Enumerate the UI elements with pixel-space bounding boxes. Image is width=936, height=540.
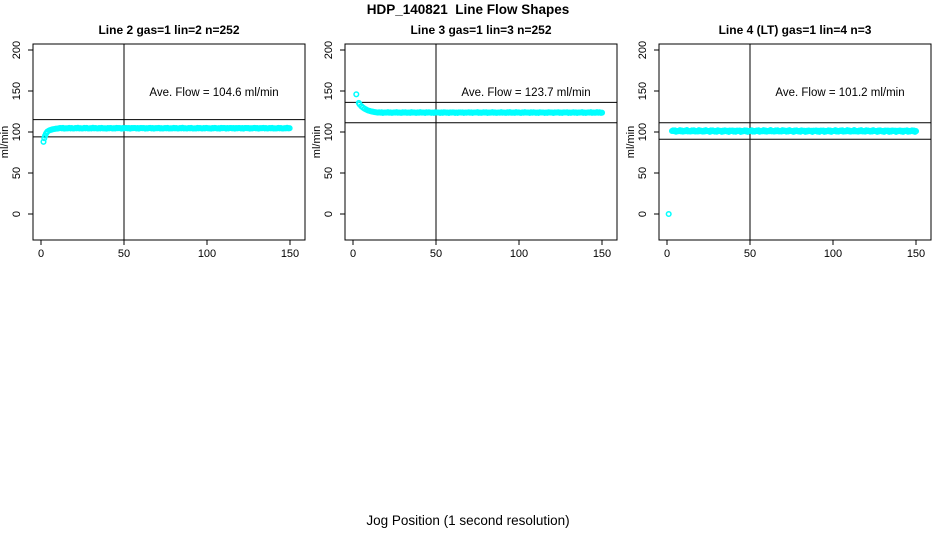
y-tick-label: 50 [11,167,23,179]
y-tick-label: 100 [637,123,649,141]
data-point [40,138,47,145]
ave-flow-annotation: Ave. Flow = 101.2 ml/min [775,87,904,99]
y-tick-label: 200 [323,41,335,59]
x-tick-label: 50 [744,248,756,260]
y-tick-label: 100 [323,123,335,141]
data-point [912,128,920,135]
data-points [40,124,293,145]
y-tick-label: 100 [11,123,23,141]
data-point [665,210,672,218]
panels-container: Line 2 gas=1 lin=2 n=252 0 50 100 150 200 0 50 1… [0,23,932,260]
data-points [353,91,606,117]
y-tick-label: 150 [11,82,23,100]
flow-panel: Line 2 gas=1 lin=2 n=252 0 50 100 150 200 0 50 1… [0,23,306,260]
panel-title: Line 2 gas=1 lin=2 n=252 [98,23,239,37]
x-tick-label: 100 [198,248,216,260]
chart-title: HDP_140821 Line Flow Shapes [366,2,570,17]
x-tick-label: 150 [281,248,299,260]
x-tick-label: 0 [38,248,44,260]
x-tick-label: 150 [593,248,611,260]
y-tick-label: 0 [11,211,23,217]
panel-title: Line 3 gas=1 lin=3 n=252 [410,23,551,37]
y-tick-label: 50 [637,167,649,179]
flow-panel: Line 3 gas=1 lin=3 n=252 0 50 100 150 200 0 50 1… [312,23,618,260]
y-axis-label: ml/min [312,126,323,158]
ave-flow-annotation: Ave. Flow = 123.7 ml/min [461,87,590,99]
data-point [286,125,293,132]
plot-box [658,43,932,241]
y-tick-label: 50 [323,167,335,179]
x-tick-label: 0 [350,248,356,260]
ave-flow-annotation: Ave. Flow = 104.6 ml/min [149,87,278,99]
data-points [665,127,920,218]
y-tick-label: 0 [637,211,649,217]
y-tick-label: 200 [637,41,649,59]
data-point [598,109,606,116]
y-tick-label: 200 [11,41,23,59]
y-tick-label: 150 [637,82,649,100]
data-point [353,91,360,98]
x-tick-label: 50 [430,248,442,260]
x-tick-label: 150 [907,248,925,260]
y-tick-label: 150 [323,82,335,100]
x-tick-label: 0 [664,248,670,260]
x-tick-label: 50 [118,248,130,260]
panel-title: Line 4 (LT) gas=1 lin=4 n=3 [719,23,872,37]
plot-box [344,43,618,241]
flow-panel: Line 4 (LT) gas=1 lin=4 n=3 0 50 100 150 200 0… [626,23,932,260]
x-axis-label: Jog Position (1 second resolution) [366,513,570,528]
x-tick-label: 100 [824,248,842,260]
y-tick-label: 0 [323,211,335,217]
y-axis-label: ml/min [0,126,11,158]
y-axis-label: ml/min [626,126,637,158]
x-tick-label: 100 [510,248,528,260]
plot-box [32,43,306,241]
